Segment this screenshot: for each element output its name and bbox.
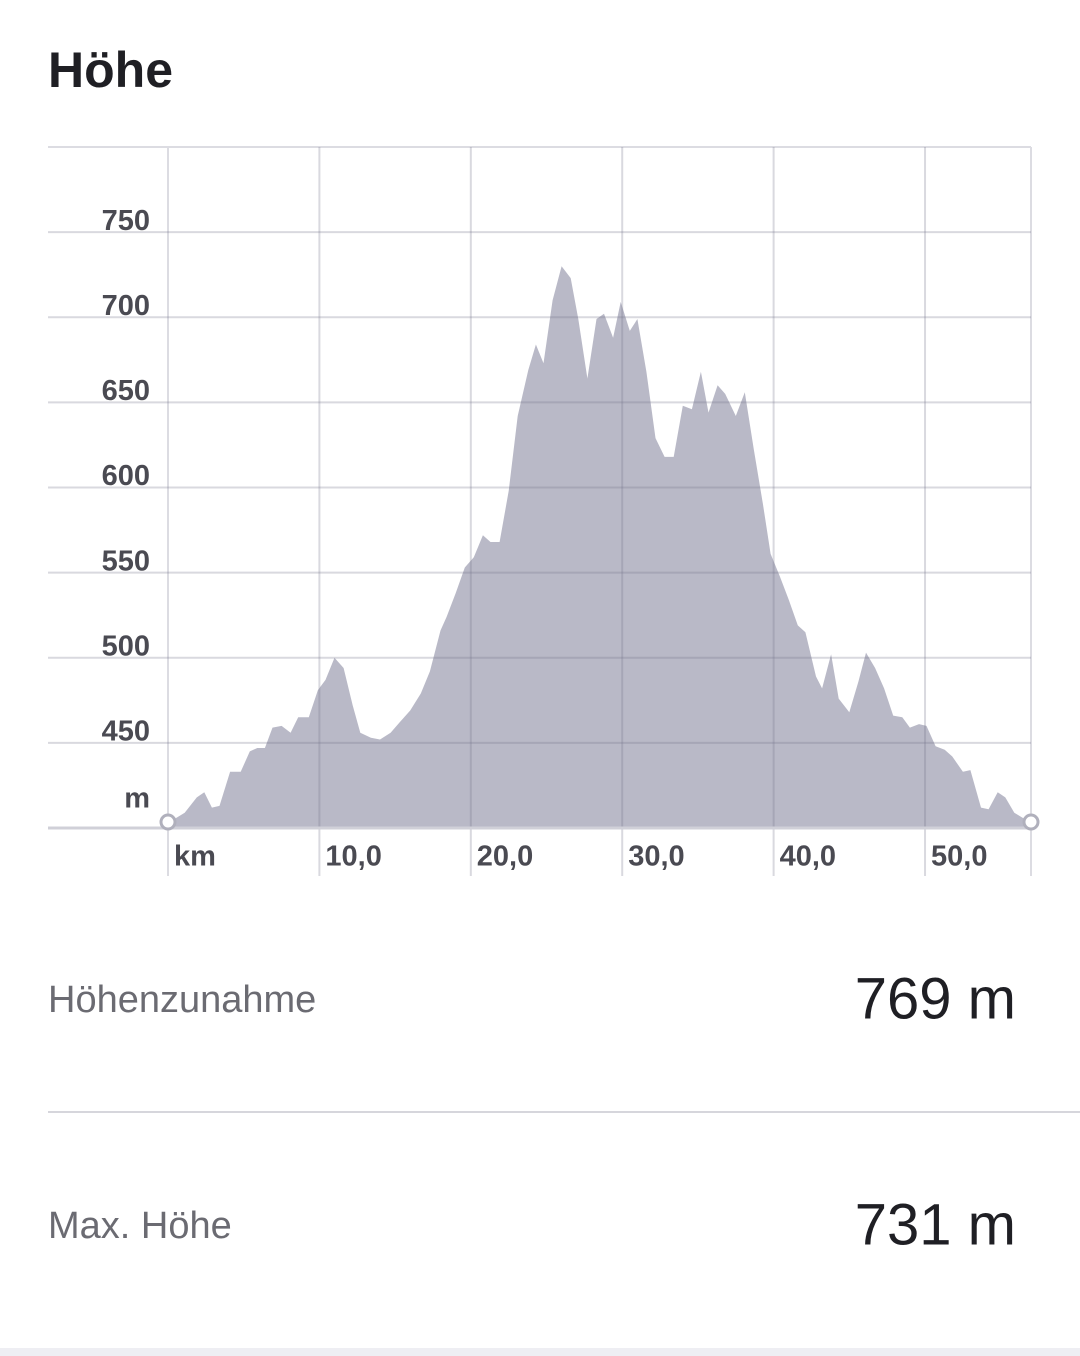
x-axis-unit: km <box>174 841 216 873</box>
elevation-area <box>168 266 1031 828</box>
start-marker <box>159 813 177 831</box>
x-tick-label: 40,0 <box>780 841 836 873</box>
stat-value: 769 m <box>855 966 1016 1031</box>
y-tick-label: 650 <box>102 375 150 407</box>
end-marker <box>1022 813 1040 831</box>
x-tick-label: 30,0 <box>628 841 684 873</box>
bottom-band <box>0 1348 1080 1356</box>
y-tick-label: 600 <box>102 460 150 492</box>
x-tick-label: 10,0 <box>325 841 381 873</box>
stat-label: Höhenzunahme <box>48 979 316 1021</box>
x-tick-label: 20,0 <box>477 841 533 873</box>
y-tick-label: 500 <box>102 630 150 662</box>
y-tick-label: 700 <box>102 290 150 322</box>
section-title: Höhe <box>48 42 173 98</box>
x-tick-label: 50,0 <box>931 841 987 873</box>
stat-label: Max. Höhe <box>48 1205 232 1247</box>
stat-value: 731 m <box>855 1192 1016 1257</box>
elevation-chart: 450 500 550 600 650 700 750 10,0 20,0 30,0 40,0 50,… <box>48 146 1040 876</box>
y-tick-label: 550 <box>102 545 150 577</box>
y-axis-unit: m <box>124 783 150 815</box>
y-tick-label: 450 <box>102 716 150 748</box>
y-tick-label: 750 <box>102 205 150 237</box>
